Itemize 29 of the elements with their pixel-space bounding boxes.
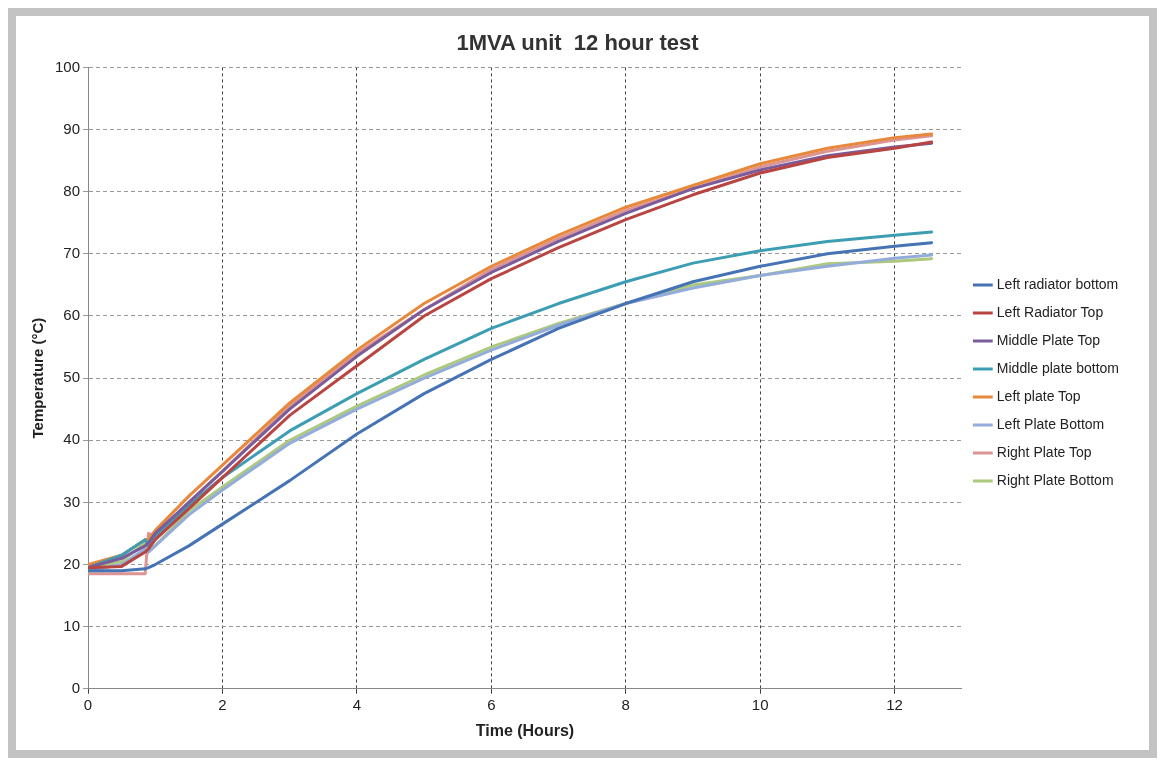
legend-label: Left radiator bottom xyxy=(996,275,1119,292)
y-tick-label: 100 xyxy=(55,57,81,75)
chart-title: 1MVA unit 12 hour test xyxy=(456,30,700,56)
legend-label: Middle plate bottom xyxy=(996,359,1120,376)
y-tick-label: 90 xyxy=(63,119,81,137)
y-tick-label: 50 xyxy=(63,368,81,386)
y-tick-label: 40 xyxy=(63,430,81,448)
x-tick-label: 8 xyxy=(621,695,630,713)
legend-label: Left plate Top xyxy=(996,387,1081,404)
y-tick-label: 20 xyxy=(63,554,81,572)
y-tick-label: 0 xyxy=(71,678,81,696)
y-axis-title: Temperature (°C) xyxy=(29,317,47,439)
y-tick-label: 60 xyxy=(63,306,81,324)
x-tick-label: 10 xyxy=(751,695,769,713)
y-tick-label: 30 xyxy=(63,492,81,510)
legend-label: Left Plate Bottom xyxy=(996,415,1105,432)
legend-label: Middle Plate Top xyxy=(996,331,1101,348)
legend-label: Right Plate Top xyxy=(996,443,1092,460)
x-axis-title: Time (Hours) xyxy=(475,721,575,739)
x-tick-label: 12 xyxy=(886,695,903,713)
legend-label: Left Radiator Top xyxy=(996,303,1104,320)
y-tick-label: 80 xyxy=(63,181,81,199)
legend-label: Right Plate Bottom xyxy=(996,471,1114,488)
y-tick-label: 10 xyxy=(63,616,81,634)
x-tick-label: 0 xyxy=(83,695,93,713)
x-tick-label: 2 xyxy=(218,695,227,713)
y-tick-label: 70 xyxy=(63,243,81,261)
x-tick-label: 6 xyxy=(487,695,496,713)
x-tick-label: 4 xyxy=(352,695,362,713)
